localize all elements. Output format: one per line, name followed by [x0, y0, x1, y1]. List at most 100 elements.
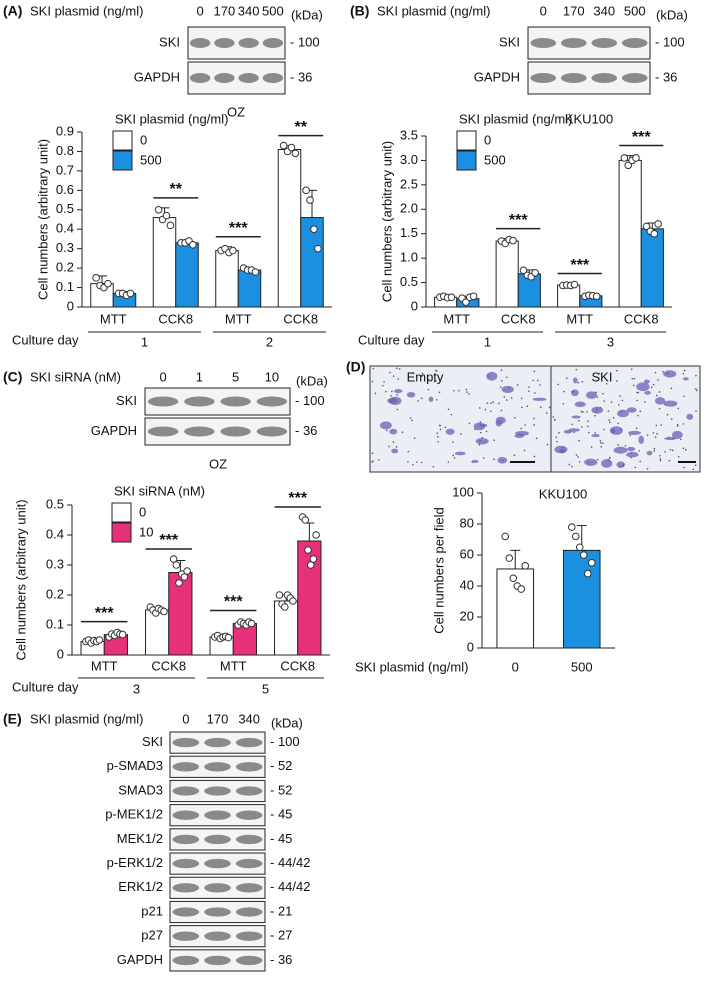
y-axis-label: Cell numbers (arbitrary unit) — [35, 139, 50, 300]
pore — [636, 399, 638, 402]
pore — [510, 397, 513, 399]
data-point — [309, 555, 318, 563]
pore — [624, 445, 627, 447]
kda-label: - 44/42 — [270, 855, 310, 870]
pore — [657, 379, 659, 381]
pore — [607, 410, 610, 412]
bar — [145, 609, 170, 656]
kda-label: - 44/42 — [270, 879, 310, 894]
protein-label: p-SMAD3 — [107, 758, 163, 773]
band — [214, 38, 235, 48]
kda-label: - 36 — [290, 69, 312, 84]
band — [147, 396, 179, 407]
pore — [383, 381, 385, 383]
cell — [379, 421, 392, 430]
pore — [668, 459, 671, 462]
pore — [537, 379, 539, 382]
y-tick-label: 0.5 — [400, 274, 418, 289]
pore — [545, 412, 548, 414]
band — [189, 73, 211, 83]
pore — [658, 391, 661, 393]
cell — [646, 450, 653, 456]
cell — [626, 446, 636, 452]
pore — [486, 402, 489, 404]
pore — [500, 369, 503, 372]
pore — [652, 431, 655, 434]
pore — [505, 399, 508, 401]
legend-label: 0 — [140, 132, 147, 147]
pore — [630, 368, 633, 370]
pore — [392, 375, 395, 377]
pore — [548, 406, 551, 409]
pore — [416, 461, 418, 463]
cell — [638, 435, 645, 445]
protein-label: SKI — [142, 734, 163, 749]
pore — [581, 381, 584, 383]
data-point — [251, 268, 260, 276]
significance-label: *** — [229, 220, 248, 237]
kda-label: - 36 — [270, 952, 292, 967]
data-point — [642, 222, 651, 231]
kda-label: - 52 — [270, 782, 292, 797]
pore — [533, 424, 535, 426]
pore — [444, 426, 447, 429]
data-point — [505, 554, 514, 562]
pore — [596, 396, 599, 398]
data-point — [92, 274, 100, 282]
cell-line: OZ — [209, 456, 227, 471]
image-label: Empty — [407, 369, 444, 384]
legend-label: 500 — [140, 152, 162, 167]
pore — [520, 397, 523, 400]
protein-label: GAPDH — [474, 69, 520, 84]
cell — [486, 371, 498, 381]
kda-label: - 100 — [295, 393, 325, 408]
pore — [568, 463, 571, 466]
x-tick-label: CCK8 — [624, 311, 659, 326]
pore — [539, 406, 542, 408]
cell — [563, 429, 573, 434]
band — [184, 426, 215, 437]
pore — [460, 433, 462, 435]
x-tick-label: MTT — [225, 311, 252, 326]
data-point — [162, 211, 171, 220]
pore — [660, 424, 662, 426]
band — [235, 858, 263, 869]
pore — [639, 460, 642, 463]
protein-label: SKI — [499, 34, 520, 49]
data-point — [531, 269, 539, 277]
lane-label: 170 — [563, 3, 585, 18]
pore — [397, 378, 399, 380]
y-tick-label: 0.3 — [56, 240, 74, 255]
cell — [617, 409, 629, 418]
x-axis-label: SKI plasmid (ng/ml) — [355, 659, 468, 674]
pore — [395, 367, 398, 369]
pore — [528, 386, 530, 388]
band — [220, 426, 251, 437]
pore — [582, 411, 584, 413]
pore — [484, 408, 487, 411]
pore — [436, 432, 439, 435]
protein-label: GAPDH — [91, 423, 137, 438]
pore — [680, 438, 682, 441]
kda-label: - 27 — [270, 928, 292, 943]
band — [621, 73, 648, 83]
pore — [554, 418, 556, 421]
pore — [535, 437, 538, 440]
pore — [438, 391, 441, 394]
lane-label: 5 — [232, 369, 239, 384]
pore — [586, 425, 589, 428]
lane-label: 340 — [593, 3, 615, 18]
band — [172, 955, 200, 966]
data-point — [587, 558, 596, 567]
pore — [382, 384, 384, 387]
cell — [571, 415, 581, 419]
pore — [465, 388, 468, 391]
pore — [695, 389, 698, 392]
pore — [420, 397, 423, 400]
pore — [612, 417, 615, 419]
pore — [389, 371, 391, 374]
error-bar — [510, 549, 521, 569]
error-bar — [307, 189, 317, 218]
pore — [555, 436, 558, 439]
